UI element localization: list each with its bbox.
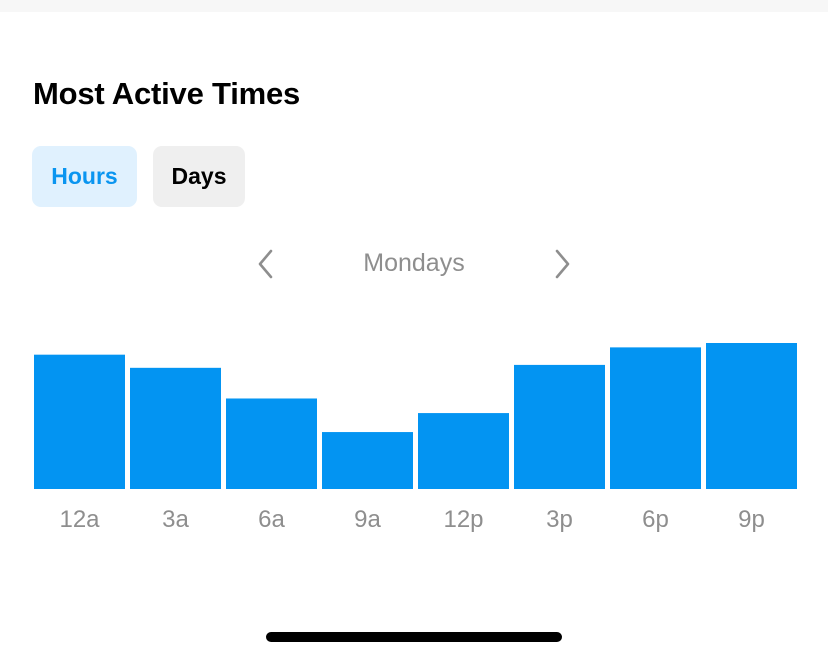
bar-6a (226, 398, 317, 489)
next-day-button[interactable] (545, 246, 579, 282)
top-strip (0, 0, 828, 12)
chevron-left-icon (258, 249, 273, 279)
bar-3a (130, 367, 221, 489)
previous-day-button[interactable] (249, 246, 283, 282)
section-title: Most Active Times (33, 76, 301, 111)
tick-label-6a: 6a (258, 506, 285, 533)
bar-3p (514, 364, 605, 489)
bar-9a (322, 432, 413, 489)
tick-label-3p: 3p (546, 506, 573, 533)
bar-9p (706, 343, 797, 489)
bar-6p (610, 347, 701, 489)
chevron-right-icon (555, 249, 570, 279)
tick-label-6p: 6p (642, 506, 669, 533)
tick-label-3a: 3a (162, 506, 189, 533)
tick-label-9a: 9a (354, 506, 381, 533)
bar-12p (418, 413, 509, 489)
active-times-bar-chart: 12a 3a 6a 9a 12p 3p 6p 9p (34, 343, 797, 533)
days-tab[interactable]: Days (153, 146, 245, 207)
current-day-label: Mondays (363, 249, 465, 277)
hours-tab[interactable]: Hours (32, 146, 137, 207)
tick-label-12a: 12a (59, 506, 100, 533)
home-indicator (266, 632, 562, 642)
tick-label-9p: 9p (738, 506, 765, 533)
tick-label-12p: 12p (443, 506, 483, 533)
bar-12a (34, 354, 125, 489)
